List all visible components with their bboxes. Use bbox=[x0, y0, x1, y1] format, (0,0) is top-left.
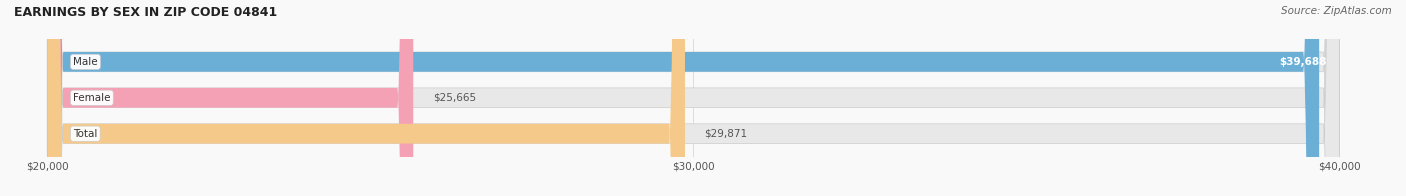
Text: Male: Male bbox=[73, 57, 98, 67]
Text: EARNINGS BY SEX IN ZIP CODE 04841: EARNINGS BY SEX IN ZIP CODE 04841 bbox=[14, 6, 277, 19]
FancyBboxPatch shape bbox=[48, 0, 413, 196]
FancyBboxPatch shape bbox=[48, 0, 1340, 196]
Text: $29,871: $29,871 bbox=[704, 129, 748, 139]
Text: Total: Total bbox=[73, 129, 97, 139]
Text: $25,665: $25,665 bbox=[433, 93, 475, 103]
Text: Source: ZipAtlas.com: Source: ZipAtlas.com bbox=[1281, 6, 1392, 16]
FancyBboxPatch shape bbox=[48, 0, 1340, 196]
Text: Female: Female bbox=[73, 93, 111, 103]
FancyBboxPatch shape bbox=[48, 0, 1340, 196]
FancyBboxPatch shape bbox=[48, 0, 1319, 196]
Text: $39,688: $39,688 bbox=[1279, 57, 1326, 67]
FancyBboxPatch shape bbox=[48, 0, 685, 196]
